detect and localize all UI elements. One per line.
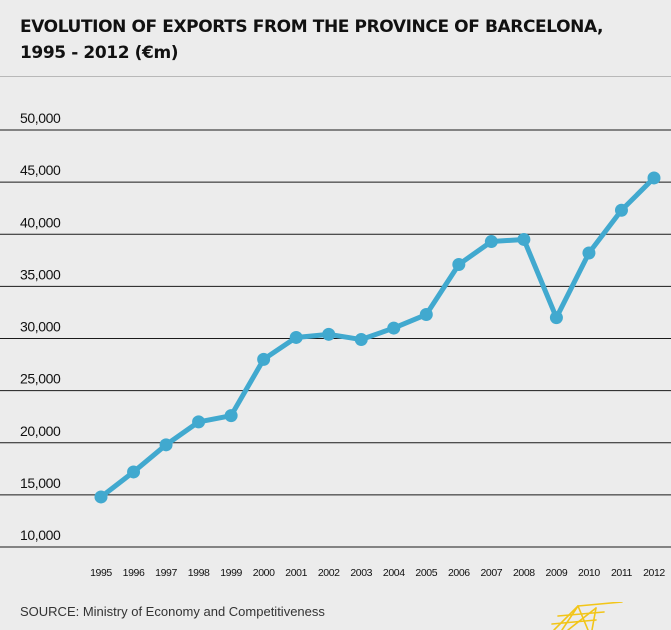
- data-point: [452, 257, 466, 271]
- data-point: [517, 232, 531, 246]
- x-tick-label: 2006: [448, 567, 470, 579]
- y-tick-label: 45,000: [20, 162, 61, 178]
- y-tick-label: 50,000: [20, 110, 61, 126]
- chart-title-block: EVOLUTION OF EXPORTS FROM THE PROVINCE O…: [20, 14, 660, 66]
- source-note: SOURCE: Ministry of Economy and Competit…: [20, 604, 325, 619]
- x-tick-label: 2004: [383, 567, 405, 579]
- y-tick-label: 30,000: [20, 319, 61, 335]
- x-tick-label: 1995: [90, 567, 112, 579]
- x-tick-label: 2000: [253, 567, 275, 579]
- tower-lines-icon: [551, 602, 623, 630]
- x-tick-label: 2007: [480, 567, 502, 579]
- x-axis-ticks: 1995 1996 1997 1998 1999 2000 2001 2002 2003 2004…: [90, 567, 666, 579]
- data-point: [582, 246, 596, 260]
- x-tick-label: 2005: [415, 567, 437, 579]
- data-point: [94, 490, 108, 504]
- data-point: [387, 321, 401, 335]
- x-tick-label: 2012: [643, 567, 665, 579]
- x-tick-label: 2002: [318, 567, 340, 579]
- data-point: [549, 311, 563, 325]
- x-tick-label: 2009: [546, 567, 568, 579]
- x-tick-label: 2008: [513, 567, 535, 579]
- series-line: [98, 175, 657, 500]
- data-point: [484, 235, 498, 249]
- title-divider: [0, 76, 671, 77]
- y-tick-label: 25,000: [20, 371, 61, 387]
- data-point: [647, 171, 661, 185]
- grid-lines: [0, 129, 671, 548]
- x-tick-label: 1997: [155, 567, 177, 579]
- data-point: [614, 203, 628, 217]
- y-tick-label: 40,000: [20, 214, 61, 230]
- series-layer: [94, 171, 661, 504]
- data-point: [322, 327, 336, 341]
- y-tick-label: 10,000: [20, 527, 61, 543]
- x-tick-label: 2011: [611, 567, 633, 579]
- data-point: [159, 438, 173, 452]
- x-tick-label: 1998: [188, 567, 210, 579]
- x-tick-label: 2010: [578, 567, 600, 579]
- data-point: [257, 352, 271, 366]
- x-tick-label: 1999: [220, 567, 242, 579]
- data-point: [289, 330, 303, 344]
- data-point: [192, 415, 206, 429]
- data-point: [127, 465, 141, 479]
- y-axis-ticks: 50,000 45,000 40,000 35,000 30,000 25,000 20,0…: [20, 110, 61, 543]
- data-point: [419, 308, 433, 322]
- x-tick-label: 2003: [350, 567, 372, 579]
- y-tick-label: 15,000: [20, 475, 61, 491]
- data-point: [224, 409, 238, 423]
- x-tick-label: 1996: [123, 567, 145, 579]
- chart-title: EVOLUTION OF EXPORTS FROM THE PROVINCE O…: [20, 17, 604, 37]
- y-tick-label: 35,000: [20, 266, 61, 282]
- chart-subtitle: 1995 - 2012 (€m): [20, 43, 179, 63]
- data-point: [354, 333, 368, 347]
- y-tick-label: 20,000: [20, 423, 61, 439]
- x-tick-label: 2001: [285, 567, 307, 579]
